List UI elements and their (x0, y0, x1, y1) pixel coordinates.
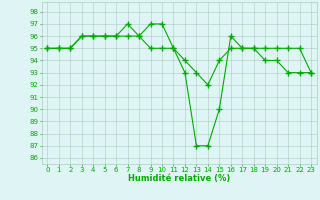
X-axis label: Humidité relative (%): Humidité relative (%) (128, 174, 230, 183)
